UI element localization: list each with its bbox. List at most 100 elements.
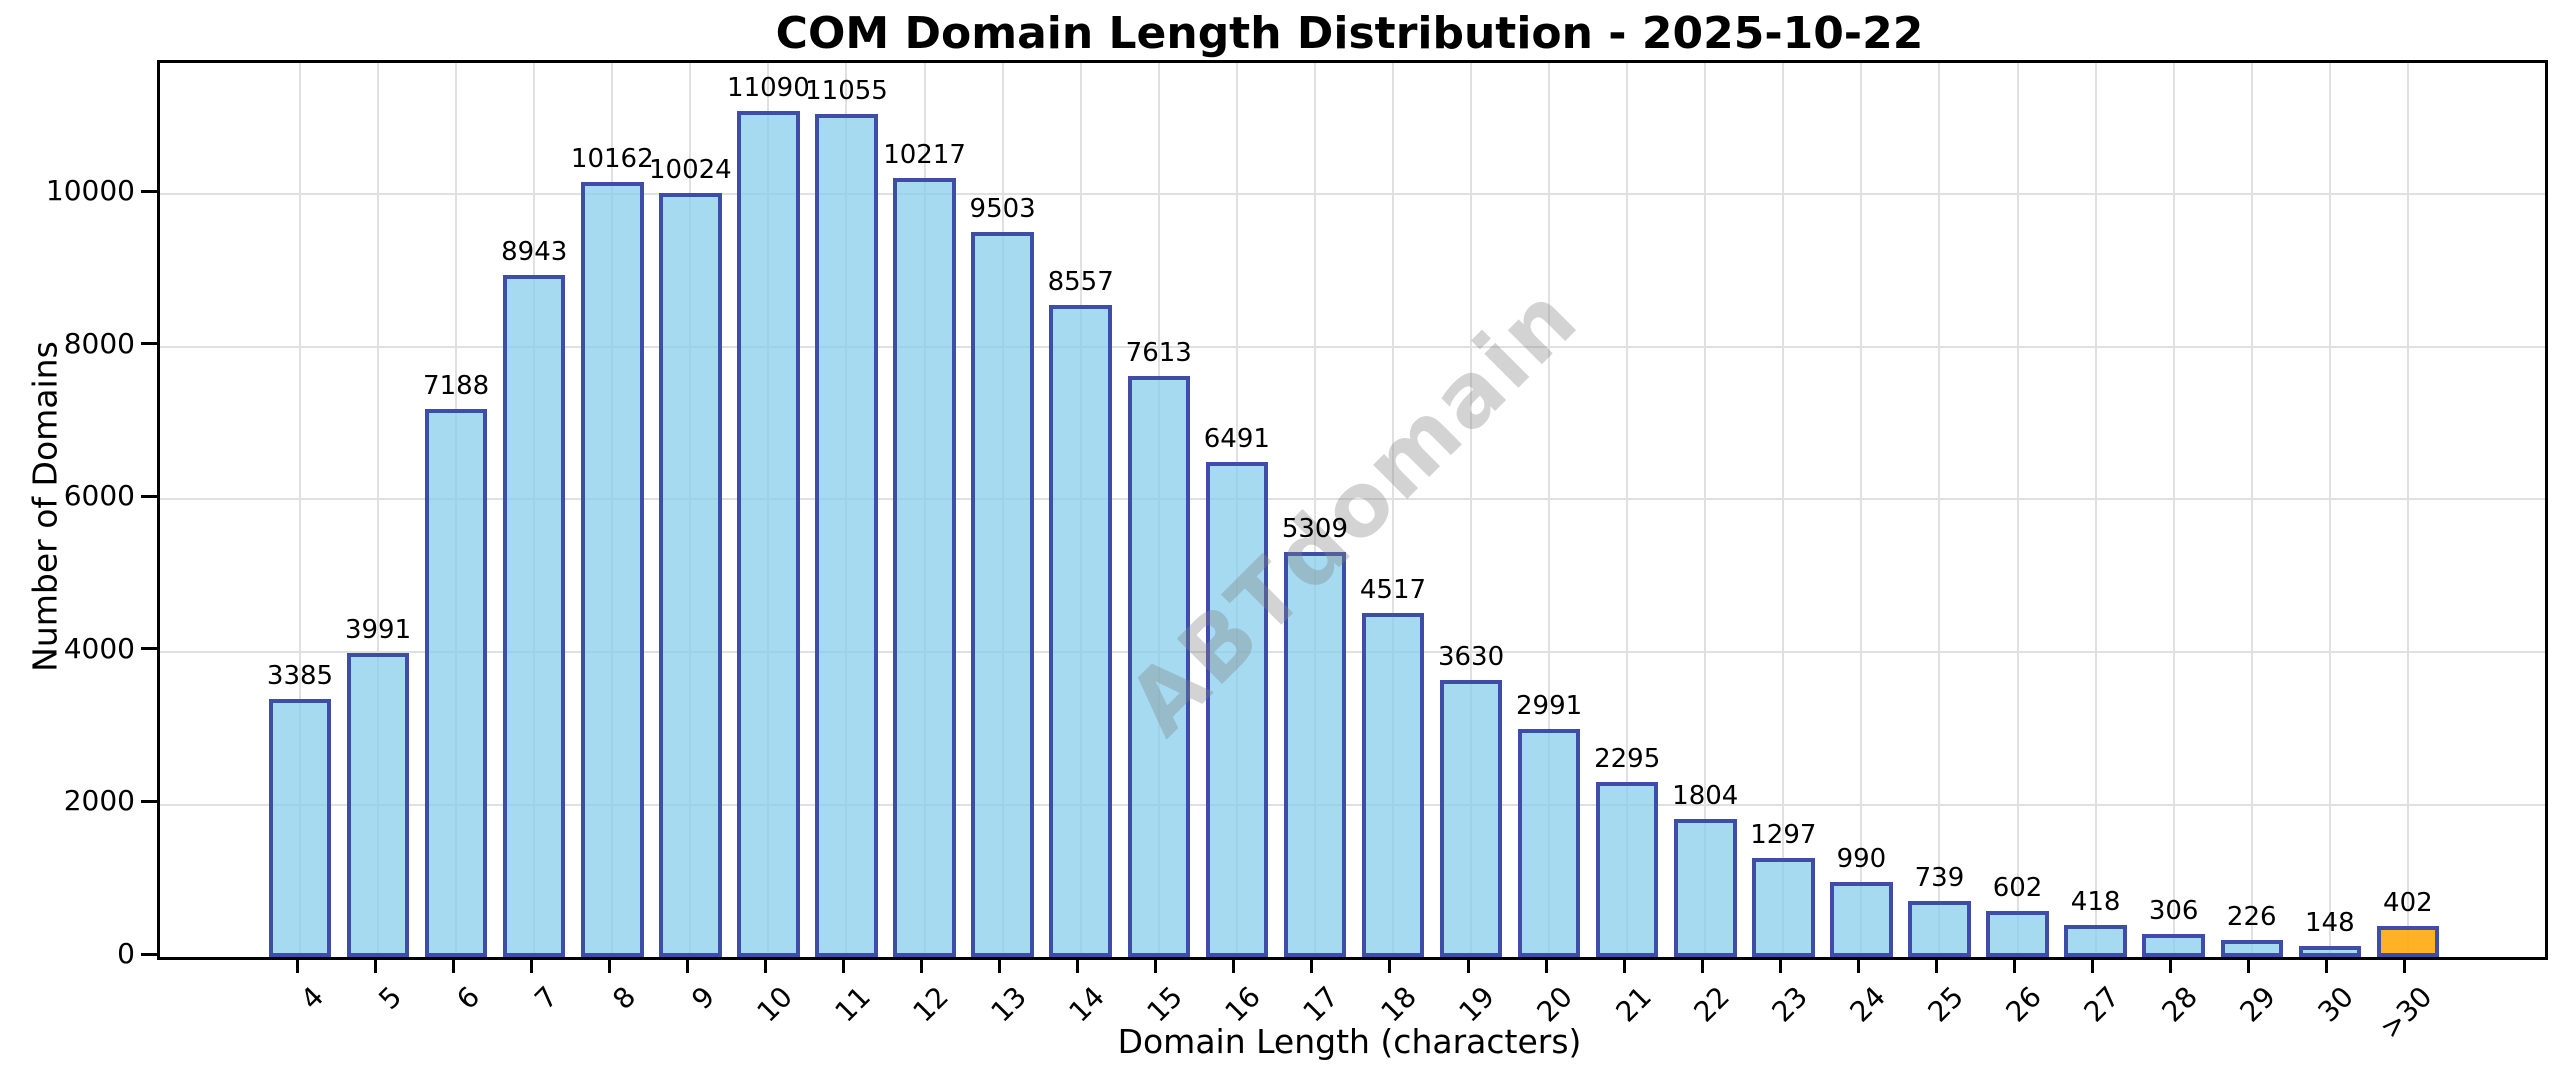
gridline-vertical	[377, 63, 380, 957]
gridline-horizontal	[160, 803, 2545, 806]
bar	[1830, 881, 1893, 957]
gridline-vertical	[1626, 63, 1629, 957]
bar	[424, 408, 488, 957]
bar	[1517, 728, 1581, 957]
gridline-vertical	[1938, 63, 1941, 957]
bar	[1361, 612, 1425, 957]
bar-value-label: 602	[1992, 873, 2043, 904]
bar	[502, 275, 566, 957]
gridline-vertical	[2016, 63, 2019, 957]
y-tick-label: 10000	[45, 174, 135, 208]
bar-value-label: 306	[2148, 895, 2199, 926]
y-tick-label: 8000	[63, 326, 135, 360]
x-tick-mark	[1934, 957, 1938, 973]
x-tick-label: 4	[294, 980, 331, 1016]
bar	[815, 114, 878, 957]
bar	[2220, 939, 2283, 957]
bar-value-label: 11090	[727, 73, 810, 104]
gridline-vertical	[2406, 63, 2409, 957]
bar	[1205, 462, 1269, 957]
bar-value-label: 7188	[423, 370, 490, 401]
bar-value-label: 5309	[1281, 514, 1348, 545]
x-axis-label: Domain Length (characters)	[1117, 1022, 1582, 1061]
bar	[581, 182, 644, 957]
x-tick-label: 7	[528, 980, 565, 1016]
y-tick-mark	[141, 494, 157, 498]
bar	[2142, 933, 2205, 957]
x-tick-mark	[1856, 957, 1860, 973]
gridline-vertical	[2094, 63, 2097, 957]
bar-value-label: 226	[2226, 901, 2277, 932]
x-tick-mark	[2325, 957, 2329, 973]
gridline-horizontal	[160, 193, 2545, 196]
bar-value-label: 10162	[570, 144, 654, 175]
x-tick-mark	[2403, 957, 2407, 973]
x-tick-mark	[1622, 957, 1626, 973]
bar-value-label: 6491	[1203, 424, 1270, 455]
x-tick-mark	[920, 957, 924, 973]
bar-value-label: 1297	[1750, 820, 1817, 851]
x-tick-mark	[529, 957, 533, 973]
gridline-vertical	[1860, 63, 1863, 957]
bar	[893, 177, 956, 957]
gridline-vertical	[1548, 63, 1551, 957]
y-tick-label: 4000	[63, 631, 135, 665]
x-tick-mark	[1778, 957, 1782, 973]
x-tick-label: 8	[606, 980, 643, 1016]
bar-value-label: 8557	[1047, 266, 1114, 297]
gridline-vertical	[1782, 63, 1785, 957]
gridline-vertical	[1391, 63, 1394, 957]
gridline-vertical	[299, 63, 301, 957]
y-tick-mark	[141, 799, 157, 803]
x-tick-mark	[998, 957, 1002, 973]
x-tick-mark	[451, 957, 455, 973]
y-tick-label: 6000	[63, 479, 135, 513]
x-tick-mark	[1232, 957, 1236, 973]
bar-value-label: 10217	[883, 139, 966, 170]
gridline-vertical	[2172, 63, 2175, 957]
bar-value-label: 148	[2304, 907, 2355, 938]
x-tick-mark	[1076, 957, 1080, 973]
gridline-horizontal	[160, 651, 2545, 653]
x-tick-mark	[1544, 957, 1548, 973]
x-tick-mark	[1310, 957, 1314, 973]
x-tick-mark	[2169, 957, 2173, 973]
x-tick-mark	[373, 957, 377, 973]
bar	[2064, 925, 2127, 957]
bar-value-label: 2991	[1516, 690, 1583, 721]
bar-value-label: 11055	[805, 76, 888, 107]
gridline-horizontal	[160, 345, 2545, 348]
gridline-vertical	[1470, 63, 1473, 957]
x-tick-mark	[1700, 957, 1704, 973]
x-tick-mark	[1466, 957, 1470, 973]
bar	[346, 652, 410, 957]
bar	[1752, 858, 1815, 957]
bar	[1674, 819, 1737, 957]
x-tick-mark	[2247, 957, 2251, 973]
x-tick-mark	[1388, 957, 1392, 973]
bar	[971, 232, 1034, 957]
bar-value-label: 402	[2383, 888, 2433, 919]
bar	[268, 698, 332, 957]
bar-value-label: 10024	[648, 154, 732, 185]
gridline-vertical	[2250, 63, 2253, 957]
bar-value-label: 2295	[1594, 744, 1661, 774]
gridline-vertical	[1313, 63, 1316, 957]
x-tick-mark	[763, 957, 767, 973]
bar	[1986, 911, 2049, 957]
bar-value-label: 1804	[1672, 781, 1739, 812]
bar-value-label: 3630	[1437, 642, 1505, 673]
plot-area: ABTdomain 3385 3991 7188 8943 10162 10024 1109…	[157, 60, 2548, 960]
bar	[737, 111, 800, 957]
x-tick-mark	[2091, 957, 2095, 973]
y-tick-mark	[141, 952, 157, 956]
x-tick-mark	[2013, 957, 2017, 973]
bar-value-label: 7613	[1125, 338, 1192, 369]
x-tick-label: 9	[684, 980, 721, 1016]
bar	[1439, 680, 1503, 957]
bar-value-label: 3385	[266, 660, 334, 691]
x-tick-mark	[841, 957, 845, 973]
bar-value-label: 4517	[1359, 574, 1427, 605]
y-tick-label: 0	[117, 937, 135, 970]
